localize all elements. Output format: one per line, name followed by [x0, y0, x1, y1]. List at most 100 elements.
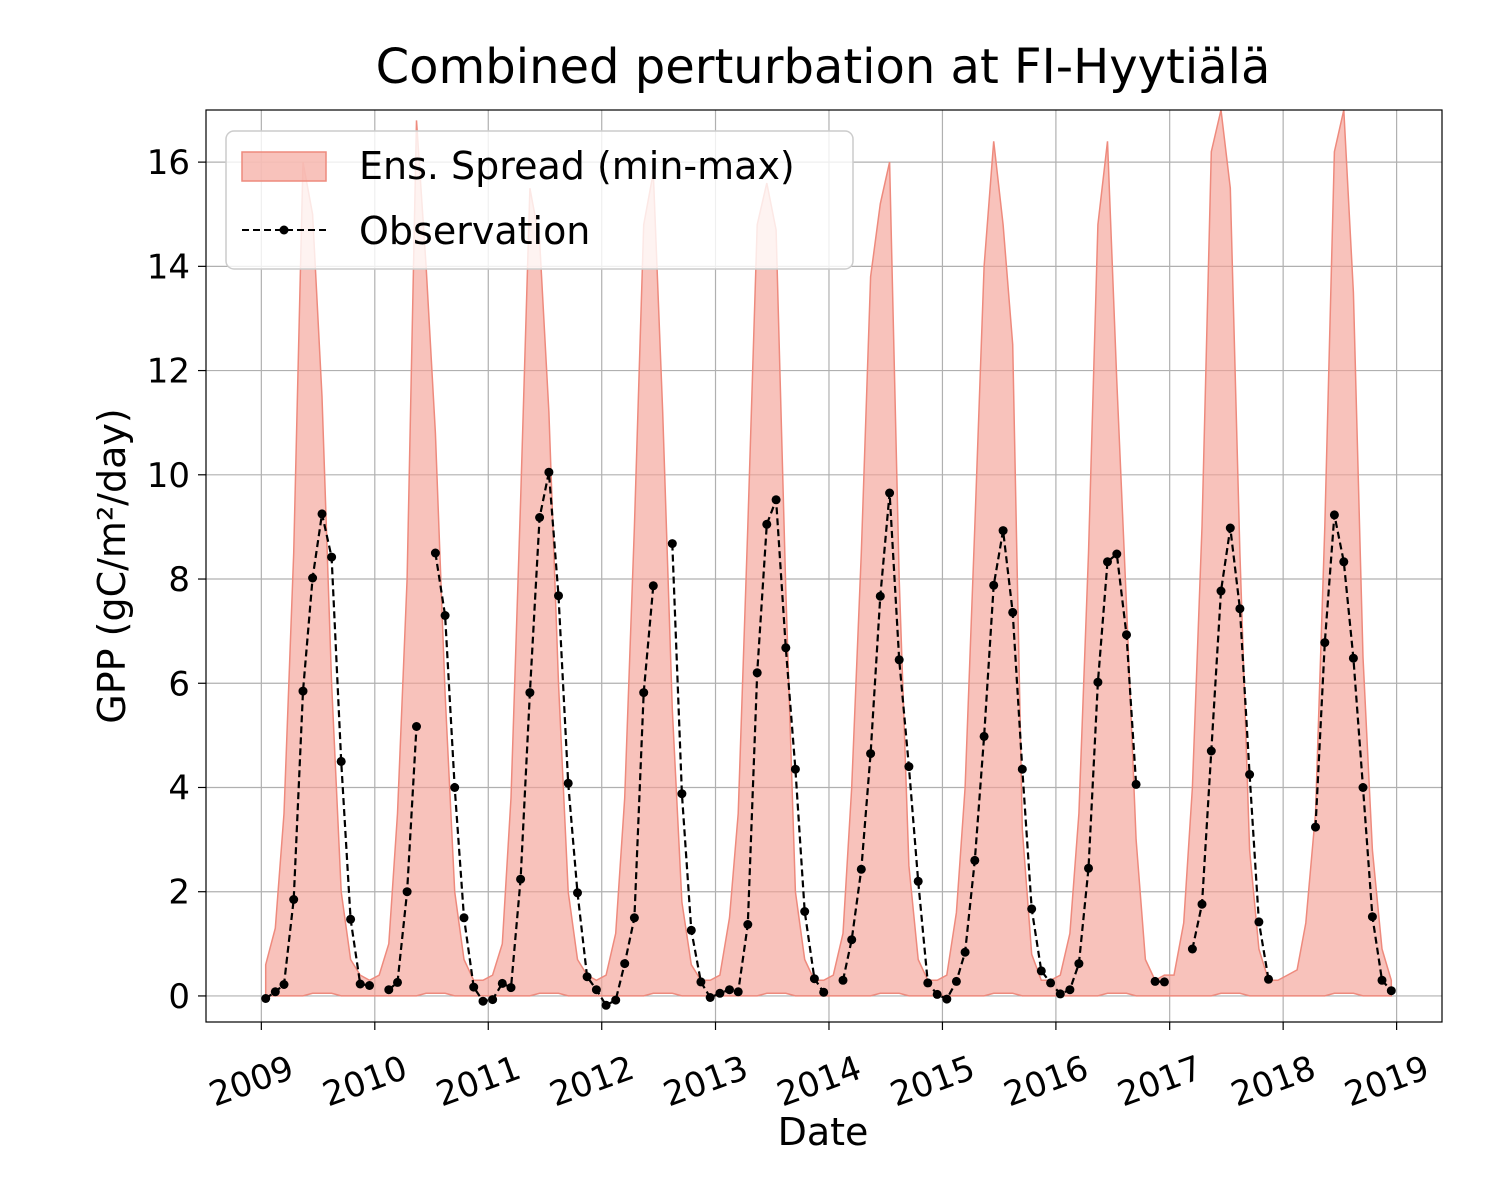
legend-spread-swatch — [241, 151, 327, 182]
observation-point — [970, 855, 980, 865]
x-axis-label: Date — [778, 1110, 869, 1154]
observation-point — [1159, 977, 1169, 987]
observation-point — [469, 982, 479, 992]
observation-point — [752, 668, 762, 678]
observation-point — [809, 974, 819, 984]
observation-point — [1311, 822, 1320, 832]
observation-point — [725, 985, 734, 995]
observation-point — [743, 920, 753, 929]
observation-point — [1329, 510, 1339, 520]
observation-point — [440, 611, 450, 620]
observation-point — [611, 995, 621, 1005]
observation-point — [1358, 783, 1368, 792]
observation-point — [904, 762, 914, 772]
observation-point — [856, 864, 866, 874]
observation-point — [620, 959, 630, 969]
observation-point — [686, 925, 696, 935]
observation-point — [771, 495, 781, 505]
observation-point — [1103, 557, 1112, 567]
y-tick-label: 6 — [168, 664, 190, 704]
observation-point — [554, 591, 563, 601]
observation-point — [497, 978, 507, 988]
observation-point — [384, 985, 394, 995]
observation-point — [951, 976, 961, 986]
observation-point — [365, 981, 374, 990]
observation-point — [762, 519, 772, 529]
observation-point — [1131, 779, 1141, 789]
observation-point — [1320, 638, 1330, 648]
observation-point — [289, 895, 299, 904]
observation-point — [327, 552, 337, 562]
legend: Ens. Spread (min-max) Observation — [225, 130, 854, 270]
observation-point — [781, 643, 791, 653]
observation-point — [1206, 746, 1216, 756]
observation-point — [270, 987, 280, 997]
observation-line-segment — [388, 726, 418, 991]
y-tick-label: 16 — [147, 143, 190, 183]
observation-point — [563, 778, 573, 788]
observation-point — [705, 993, 715, 1002]
observation-point — [535, 513, 545, 522]
y-tick-label: 4 — [168, 768, 190, 808]
observation-line-segment — [841, 492, 1138, 1001]
observation-point — [960, 947, 970, 957]
observation-point — [790, 764, 800, 774]
observation-point — [1150, 976, 1160, 986]
plot-frame — [205, 109, 1443, 1023]
observation-point — [932, 989, 942, 999]
observation-point — [346, 914, 356, 924]
legend-spread-label: Ens. Spread (min-max) — [359, 144, 795, 188]
observation-point — [913, 876, 923, 886]
observation-point — [819, 987, 829, 997]
observation-point — [298, 686, 308, 696]
observation-point — [1216, 586, 1226, 596]
observation-point — [412, 722, 421, 731]
observation-point — [1367, 912, 1377, 922]
observation-point — [1084, 863, 1093, 873]
observation-point — [355, 979, 365, 989]
observation-point — [989, 580, 999, 590]
observation-point — [261, 994, 271, 1003]
observation-point — [1122, 630, 1131, 640]
observation-point — [544, 467, 554, 477]
observation-point — [1254, 917, 1264, 927]
observation-series — [261, 467, 1396, 1010]
observation-point — [667, 539, 677, 549]
observation-point — [1339, 557, 1349, 567]
observation-point — [866, 749, 876, 759]
observation-point — [488, 995, 498, 1005]
observation-point — [1348, 653, 1358, 663]
observation-point — [393, 977, 402, 987]
y-tick-label: 10 — [147, 456, 190, 496]
observation-point — [715, 988, 725, 998]
observation-point — [582, 972, 592, 982]
observation-point — [1225, 523, 1235, 533]
observation-point — [525, 688, 535, 698]
observation-point — [998, 526, 1008, 536]
observation-point — [847, 935, 857, 945]
observation-point — [885, 488, 895, 498]
observation-point — [1093, 677, 1103, 687]
observation-point — [601, 1000, 611, 1010]
legend-observation-marker — [279, 225, 289, 235]
observation-point — [317, 509, 327, 519]
observation-point — [648, 581, 658, 591]
legend-observation-label: Observation — [359, 209, 590, 253]
observation-point — [1055, 989, 1065, 999]
observation-point — [1046, 978, 1056, 988]
observation-point — [979, 731, 989, 741]
observation-point — [1235, 604, 1245, 614]
observation-point — [639, 688, 649, 698]
observation-point — [1027, 904, 1037, 914]
observation-point — [1386, 986, 1396, 996]
observation-point — [1197, 899, 1207, 909]
observation-point — [516, 874, 526, 884]
observation-line-segment — [265, 513, 370, 1000]
observation-point — [1245, 770, 1255, 779]
chart-title: Combined perturbation at FI-Hyytiälä — [376, 39, 1271, 95]
observation-point — [1377, 975, 1387, 985]
observation-point — [1264, 974, 1273, 984]
observation-point — [459, 913, 469, 923]
observation-point — [402, 887, 412, 897]
